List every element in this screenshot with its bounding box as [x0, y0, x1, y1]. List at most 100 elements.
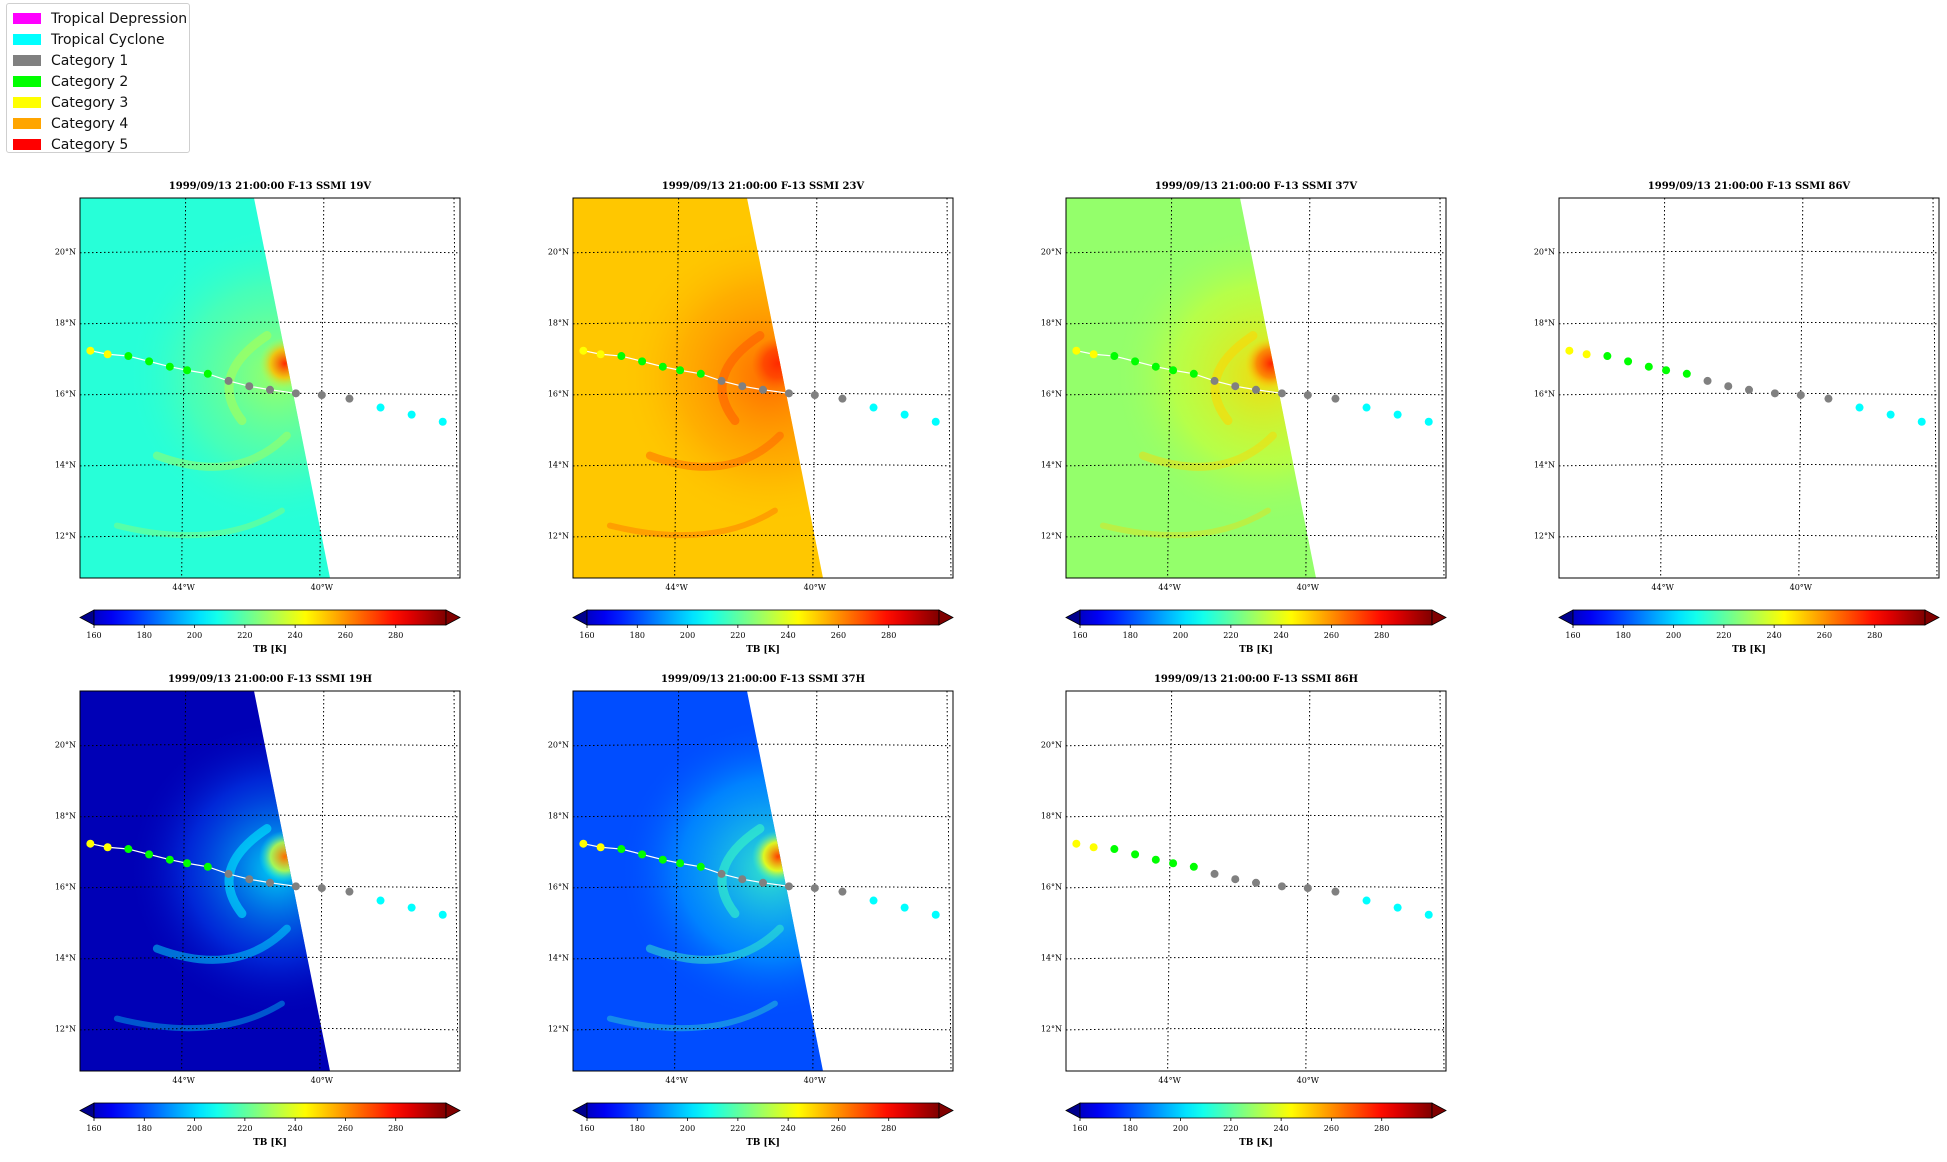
- longitude-gridline: [181, 691, 187, 1071]
- track-point: [869, 896, 878, 905]
- track-point: [1582, 350, 1591, 359]
- colorbar-tick-label: 180: [137, 1124, 152, 1133]
- longitude-gridline: [1660, 198, 1666, 578]
- track-point: [124, 845, 133, 854]
- track-point: [1151, 855, 1160, 864]
- track-point: [1089, 843, 1098, 852]
- category-legend: Tropical Depression Tropical Cyclone Cat…: [6, 3, 190, 153]
- track-point: [696, 862, 705, 871]
- track-point: [1277, 882, 1286, 891]
- latitude-tick-label: 16°N: [55, 882, 76, 891]
- track-point: [124, 352, 133, 361]
- colorbar-tick-label: 280: [1867, 631, 1882, 640]
- panel-plot-area: [1559, 198, 1939, 578]
- latitude-tick-label: 18°N: [1534, 318, 1555, 327]
- legend-item-category-2: Category 2: [13, 71, 189, 92]
- track-point: [1110, 352, 1119, 361]
- panel-frame: [1558, 197, 1940, 579]
- track-point: [931, 910, 940, 919]
- track-point: [1231, 875, 1240, 884]
- colorbar: 160 180 200 220 240 260 280 TB [K]: [1065, 1102, 1447, 1148]
- track-point: [317, 884, 326, 893]
- track-point: [1362, 896, 1371, 905]
- track-point: [579, 839, 588, 848]
- latitude-tick-label: 16°N: [548, 882, 569, 891]
- latitude-tick-label: 14°N: [548, 460, 569, 469]
- longitude-gridline: [1932, 198, 1938, 578]
- colorbar-label: TB [K]: [746, 1138, 780, 1148]
- colorbar-tick-label: 160: [1565, 631, 1580, 640]
- map-panel: 1999/09/13 21:00:00 F-13 SSMI 86V 12°N 14°…: [1534, 181, 1940, 655]
- longitude-gridline: [1439, 198, 1445, 578]
- colorbar-extend-high: [938, 609, 954, 626]
- colorbar-extend-high: [1924, 609, 1940, 626]
- longitude-tick-label: 40°W: [1297, 583, 1320, 592]
- latitude-gridline: [1066, 885, 1446, 889]
- track-point: [1624, 357, 1633, 366]
- latitude-tick-label: 20°N: [1041, 247, 1062, 256]
- latitude-tick-label: 12°N: [1534, 531, 1555, 540]
- latitude-tick-label: 12°N: [55, 531, 76, 540]
- track-point: [291, 882, 300, 891]
- eye-core: [254, 329, 315, 398]
- track-point: [1886, 410, 1895, 419]
- longitude-gridline: [674, 198, 680, 578]
- colorbar-extend-low: [572, 1102, 588, 1119]
- track-point: [759, 878, 767, 887]
- colorbar-gradient: [586, 1102, 940, 1119]
- colorbar-extend-high: [1431, 609, 1447, 626]
- track-point: [145, 850, 154, 859]
- colorbar-tick-label: 160: [1072, 631, 1087, 640]
- track-point: [696, 369, 705, 378]
- panel-plot-area: [80, 691, 460, 1071]
- colorbar: 160 180 200 220 240 260 280 TB [K]: [79, 1102, 461, 1148]
- longitude-tick-label: 40°W: [311, 583, 334, 592]
- track-point: [931, 417, 940, 426]
- track-point: [103, 843, 112, 852]
- colorbar-extend-low: [79, 609, 95, 626]
- rain-band: [113, 1000, 285, 1032]
- rain-band: [1138, 431, 1277, 471]
- longitude-tick-label: 44°W: [172, 583, 195, 592]
- latitude-gridline: [80, 392, 460, 396]
- map-panel: 1999/09/13 21:00:00 F-13 SSMI 19V 12°N 14°…: [55, 181, 461, 655]
- track-point: [676, 859, 685, 868]
- longitude-gridline: [453, 198, 459, 578]
- panel-plot-area: [80, 198, 460, 578]
- colorbar-extend-low: [1065, 1102, 1081, 1119]
- legend-swatch: [13, 13, 41, 24]
- colorbar-tick-label: 260: [1817, 631, 1832, 640]
- track-point: [1169, 859, 1178, 868]
- colorbar-tick-label: 220: [237, 1124, 252, 1133]
- latitude-gridline: [1066, 814, 1446, 818]
- track-point: [1072, 346, 1081, 355]
- track-point: [407, 903, 416, 912]
- colorbar-tick-label: 280: [1374, 1124, 1389, 1133]
- track-point: [438, 910, 447, 919]
- map-panel: 1999/09/13 21:00:00 F-13 SSMI 37H 12°N 14°…: [548, 674, 954, 1148]
- colorbar-tick-label: 240: [1274, 631, 1289, 640]
- longitude-tick-label: 40°W: [804, 1076, 827, 1085]
- latitude-gridline: [573, 250, 953, 254]
- colorbar-extend-low: [1065, 609, 1081, 626]
- track-point: [1565, 346, 1574, 355]
- track-point: [810, 884, 819, 893]
- track-point: [617, 845, 626, 854]
- panel-plot-area: [573, 691, 953, 1071]
- latitude-tick-label: 16°N: [55, 389, 76, 398]
- colorbar-tick-label: 240: [1767, 631, 1782, 640]
- colorbar-tick-label: 200: [1666, 631, 1681, 640]
- longitude-tick-label: 44°W: [1158, 1076, 1181, 1085]
- colorbar-tick-label: 200: [187, 1124, 202, 1133]
- legend-swatch: [13, 139, 41, 150]
- legend-swatch: [13, 55, 41, 66]
- colorbar-tick-label: 260: [831, 631, 846, 640]
- track-point: [1277, 389, 1286, 398]
- latitude-tick-label: 14°N: [55, 460, 76, 469]
- rain-band: [224, 824, 272, 919]
- panel-title: 1999/09/13 21:00:00 F-13 SSMI 37H: [661, 674, 865, 685]
- track-point: [224, 869, 233, 878]
- track-point: [376, 403, 385, 412]
- latitude-gridline: [573, 534, 953, 538]
